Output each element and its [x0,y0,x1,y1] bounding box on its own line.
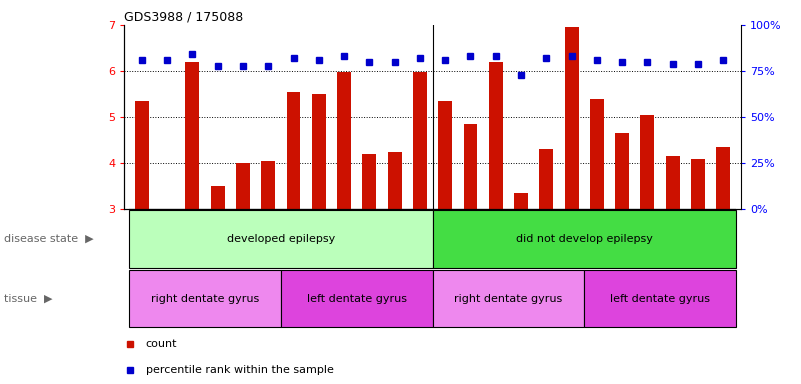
Text: GDS3988 / 175088: GDS3988 / 175088 [124,11,244,24]
Bar [287,92,300,209]
Bar [641,115,654,209]
Bar [590,99,604,209]
Bar [186,62,199,209]
Bar [666,156,679,209]
Text: percentile rank within the sample: percentile rank within the sample [146,365,334,375]
Bar [615,133,629,209]
Text: did not develop epilepsy: did not develop epilepsy [516,234,653,244]
Bar [565,27,578,209]
Bar [433,270,584,327]
Bar [539,149,553,209]
Bar [236,163,250,209]
Bar [584,270,736,327]
Bar [464,124,477,209]
Text: left dentate gyrus: left dentate gyrus [610,293,710,304]
Bar [362,154,376,209]
Bar [691,159,705,209]
Bar [135,101,149,209]
Text: count: count [146,339,177,349]
Bar [514,193,528,209]
Bar [489,62,503,209]
Bar [337,73,351,209]
Text: right dentate gyrus: right dentate gyrus [151,293,260,304]
Bar [281,270,433,327]
Text: disease state  ▶: disease state ▶ [4,234,94,244]
Text: tissue  ▶: tissue ▶ [4,293,53,304]
Bar [312,94,326,209]
Text: right dentate gyrus: right dentate gyrus [454,293,562,304]
Bar [413,73,427,209]
Text: left dentate gyrus: left dentate gyrus [307,293,407,304]
Bar [433,210,736,268]
Bar [388,152,401,209]
Bar [438,101,452,209]
Bar [129,270,281,327]
Bar [211,186,224,209]
Bar [129,210,433,268]
Bar [261,161,276,209]
Bar [716,147,731,209]
Text: developed epilepsy: developed epilepsy [227,234,335,244]
